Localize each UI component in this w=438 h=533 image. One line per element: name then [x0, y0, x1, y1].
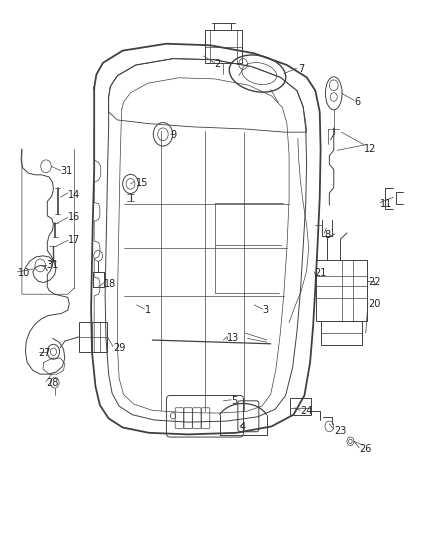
- Text: 22: 22: [368, 278, 381, 287]
- Text: 16: 16: [68, 213, 80, 222]
- Text: 26: 26: [359, 444, 371, 454]
- Text: 21: 21: [314, 268, 327, 278]
- Text: 31: 31: [46, 261, 58, 270]
- Text: 2: 2: [215, 59, 221, 69]
- Text: 15: 15: [136, 179, 148, 188]
- Bar: [321, 321, 362, 345]
- Text: 20: 20: [368, 299, 380, 309]
- Text: 5: 5: [231, 396, 237, 406]
- Text: 23: 23: [334, 426, 346, 435]
- Text: 12: 12: [364, 144, 376, 154]
- Bar: [290, 398, 311, 415]
- Text: 27: 27: [39, 348, 51, 358]
- Text: 31: 31: [60, 166, 73, 175]
- Bar: [316, 260, 367, 321]
- Text: 8: 8: [324, 230, 330, 239]
- Text: 10: 10: [18, 268, 30, 278]
- Text: 1: 1: [145, 305, 151, 315]
- Bar: [79, 322, 107, 352]
- Text: 14: 14: [68, 190, 80, 199]
- Text: 24: 24: [300, 407, 312, 416]
- Text: 28: 28: [46, 378, 58, 387]
- Text: 29: 29: [113, 343, 125, 352]
- Text: 3: 3: [263, 305, 269, 315]
- Bar: [205, 30, 242, 63]
- Text: 11: 11: [380, 199, 392, 208]
- Text: 4: 4: [240, 423, 246, 432]
- Text: 17: 17: [68, 236, 80, 245]
- Text: 18: 18: [104, 279, 117, 288]
- Text: 9: 9: [171, 131, 177, 140]
- Text: 6: 6: [355, 98, 361, 107]
- Text: 13: 13: [227, 334, 239, 343]
- Text: 7: 7: [298, 64, 304, 74]
